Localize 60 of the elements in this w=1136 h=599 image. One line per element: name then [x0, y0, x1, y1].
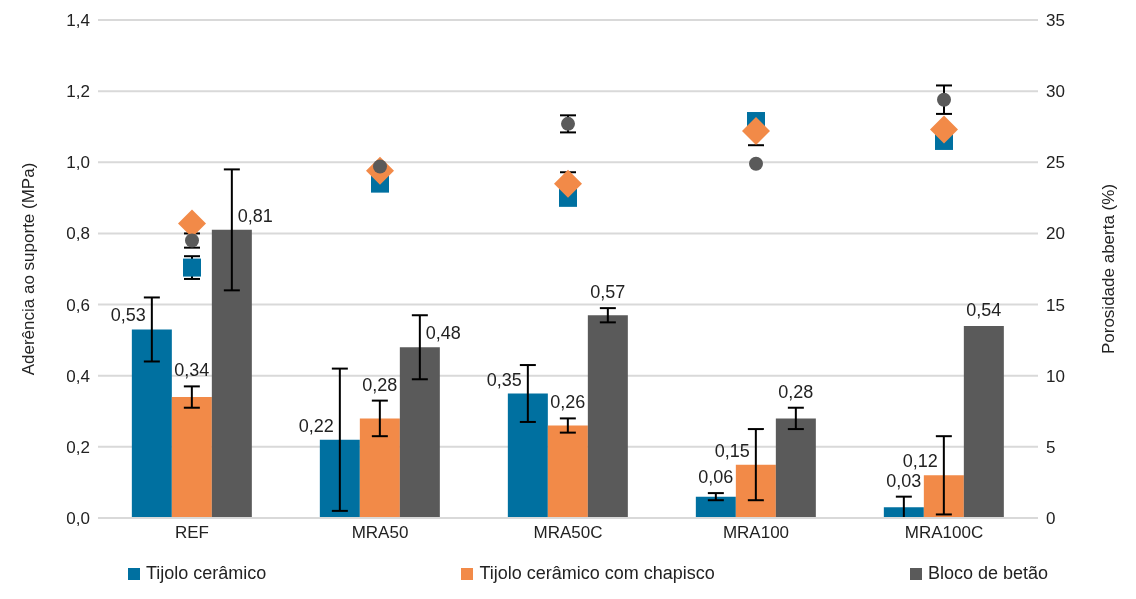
- x-tick-label: MRA50: [351, 523, 409, 543]
- point: [554, 169, 582, 198]
- bar: [399, 347, 440, 518]
- point: [937, 92, 951, 107]
- data-label: 0,35: [486, 369, 522, 390]
- data-label: 0,54: [966, 299, 1002, 320]
- y-tick-label: 0,2: [66, 437, 90, 457]
- y-tick-label: 0,0: [66, 509, 90, 529]
- x-tick-label: MRA100C: [904, 523, 984, 543]
- point: [742, 116, 770, 145]
- y2-tick-label: 30: [1046, 82, 1065, 102]
- y2-tick-label: 35: [1046, 11, 1065, 31]
- y2-tick-label: 15: [1046, 295, 1065, 315]
- bar: [211, 229, 252, 518]
- y2-tick-label: 25: [1046, 153, 1065, 173]
- bar: [695, 496, 736, 518]
- data-label: 0,15: [714, 440, 750, 461]
- point: [930, 115, 958, 144]
- y2-tick-label: 0: [1046, 509, 1056, 529]
- y2-tick-label: 5: [1046, 437, 1056, 457]
- bar: [131, 329, 172, 518]
- legend-label: Tijolo cerâmico: [146, 563, 267, 584]
- x-tick-label: REF: [175, 523, 209, 543]
- y-tick-label: 1,2: [66, 82, 90, 102]
- data-label: 0,48: [425, 323, 461, 344]
- bar: [359, 418, 400, 518]
- y2-axis-title: Porosidade aberta (%): [1099, 183, 1119, 355]
- x-tick-label: MRA50C: [533, 523, 603, 543]
- data-label: 0,53: [110, 305, 146, 326]
- legend-label: Tijolo cerâmico com chapisco: [479, 563, 715, 584]
- data-label: 0,12: [902, 451, 938, 472]
- data-label: 0,28: [778, 381, 814, 402]
- y-tick-label: 0,4: [66, 366, 90, 386]
- data-label: 0,03: [886, 470, 922, 491]
- data-label: 0,34: [174, 360, 210, 381]
- bar: [547, 425, 588, 518]
- data-label: 0,22: [298, 415, 334, 436]
- bar: [735, 464, 776, 518]
- data-label: 0,81: [237, 205, 273, 226]
- data-label: 0,57: [590, 282, 626, 303]
- bar: [963, 325, 1004, 518]
- y2-tick-label: 10: [1046, 366, 1065, 386]
- data-label: 0,28: [362, 374, 398, 395]
- bar: [775, 418, 816, 518]
- data-label: 0,06: [698, 467, 734, 488]
- y-tick-label: 0,6: [66, 295, 90, 315]
- bar: [171, 397, 212, 518]
- y-tick-label: 1,0: [66, 153, 90, 173]
- y-axis-title: Aderência ao suporte (MPa): [19, 162, 39, 376]
- y-tick-label: 1,4: [66, 11, 90, 31]
- bar: [923, 475, 964, 518]
- data-label: 0,26: [550, 392, 586, 413]
- bar: [319, 439, 360, 518]
- legend-label: Bloco de betão: [927, 563, 1048, 584]
- bar: [587, 315, 628, 518]
- point: [749, 156, 763, 171]
- x-tick-label: MRA100: [722, 523, 790, 543]
- bar: [507, 393, 548, 518]
- y-tick-label: 0,8: [66, 224, 90, 244]
- y2-tick-label: 20: [1046, 224, 1065, 244]
